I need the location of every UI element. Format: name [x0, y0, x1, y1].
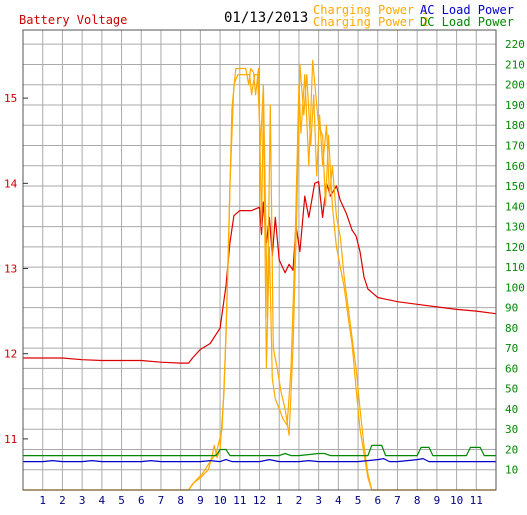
- x-tick-label: 4: [99, 494, 106, 507]
- plot-border: [22, 29, 497, 491]
- right-tick-label: 120: [505, 241, 525, 254]
- right-tick-label: 110: [505, 261, 525, 274]
- right-tick-label: 130: [505, 221, 525, 234]
- right-tick-label: 70: [505, 342, 518, 355]
- left-axis-title: Battery Voltage: [19, 13, 128, 27]
- right-tick-label: 90: [505, 302, 518, 315]
- right-tick-label: 30: [505, 423, 518, 436]
- right-tick-label: 190: [505, 99, 525, 112]
- legend-charging-power-1: Charging Power 1: [313, 3, 429, 17]
- left-tick-label: 13: [4, 263, 17, 276]
- right-tick-label: 10: [505, 464, 518, 477]
- x-tick-label: 8: [414, 494, 421, 507]
- x-tick-label: 7: [158, 494, 165, 507]
- series-line-dc-load-power: [23, 444, 496, 457]
- right-tick-label: 160: [505, 160, 525, 173]
- x-tick-label: 1: [276, 494, 283, 507]
- x-tick-label: 12: [253, 494, 266, 507]
- x-tick-label: 5: [118, 494, 125, 507]
- legend-ac-load-power: AC Load Power: [420, 3, 514, 17]
- x-tick-label: 1: [39, 494, 46, 507]
- x-tick-label: 2: [59, 494, 66, 507]
- right-tick-label: 170: [505, 140, 525, 153]
- x-tick-label: 2: [296, 494, 303, 507]
- x-tick-label: 3: [315, 494, 322, 507]
- x-tick-label: 8: [177, 494, 184, 507]
- series-line-ac-load-power: [23, 458, 496, 463]
- series-line-battery-voltage: [23, 181, 497, 364]
- left-tick-label: 12: [4, 348, 17, 361]
- right-tick-label: 150: [505, 180, 525, 193]
- right-tick-label: 40: [505, 403, 518, 416]
- axes: 1112131415102030405060708090100110120130…: [4, 29, 525, 507]
- right-tick-label: 180: [505, 119, 525, 132]
- x-tick-label: 11: [233, 494, 246, 507]
- left-tick-label: 11: [4, 433, 17, 446]
- right-tick-label: 60: [505, 362, 518, 375]
- x-tick-label: 9: [197, 494, 204, 507]
- x-tick-label: 7: [394, 494, 401, 507]
- x-tick-label: 10: [450, 494, 463, 507]
- x-tick-label: 6: [138, 494, 145, 507]
- right-tick-label: 220: [505, 38, 525, 51]
- right-tick-label: 200: [505, 79, 525, 92]
- left-tick-label: 15: [4, 92, 17, 105]
- x-tick-label: 6: [374, 494, 381, 507]
- legend-dc-load-power: DC Load Power: [420, 15, 514, 29]
- right-tick-label: 20: [505, 443, 518, 456]
- series-layer: [23, 59, 497, 491]
- legend-charging-power-2: Charging Power 2: [313, 15, 429, 29]
- right-tick-label: 80: [505, 322, 518, 335]
- x-tick-label: 10: [213, 494, 226, 507]
- x-tick-label: 4: [335, 494, 342, 507]
- right-tick-label: 50: [505, 383, 518, 396]
- right-tick-label: 210: [505, 58, 525, 71]
- series-line-charging-power-2: [23, 63, 496, 491]
- chart-date: 01/13/2013: [224, 10, 309, 26]
- x-tick-label: 3: [79, 494, 86, 507]
- left-tick-label: 14: [4, 177, 18, 190]
- x-tick-label: 5: [355, 494, 362, 507]
- right-tick-label: 140: [505, 200, 525, 213]
- x-tick-label: 11: [470, 494, 483, 507]
- right-tick-label: 100: [505, 281, 525, 294]
- x-tick-label: 9: [434, 494, 441, 507]
